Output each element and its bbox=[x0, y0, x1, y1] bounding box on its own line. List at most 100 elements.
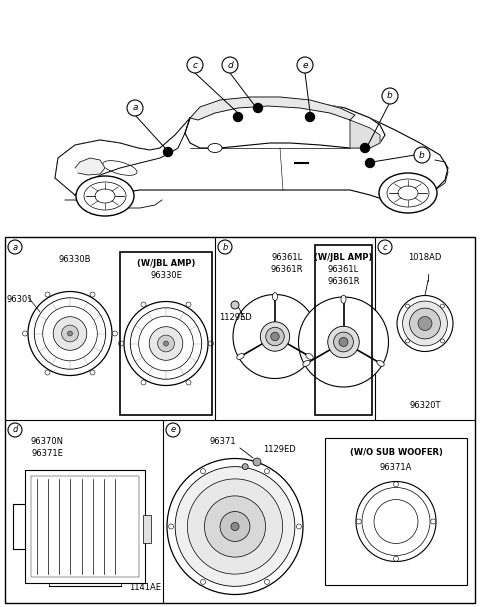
Text: (W/O SUB WOOFER): (W/O SUB WOOFER) bbox=[349, 447, 443, 456]
Circle shape bbox=[253, 458, 261, 466]
Circle shape bbox=[260, 322, 290, 351]
Circle shape bbox=[374, 500, 418, 543]
Circle shape bbox=[382, 88, 398, 104]
Text: 96370N: 96370N bbox=[31, 438, 63, 447]
Text: d: d bbox=[227, 61, 233, 69]
Text: 96361L: 96361L bbox=[271, 253, 302, 262]
Ellipse shape bbox=[76, 176, 134, 216]
Bar bbox=[31, 476, 139, 577]
Circle shape bbox=[149, 327, 183, 361]
Ellipse shape bbox=[208, 143, 222, 152]
Circle shape bbox=[394, 556, 398, 561]
Circle shape bbox=[362, 487, 430, 555]
Circle shape bbox=[208, 341, 214, 346]
Text: c: c bbox=[383, 243, 387, 251]
Circle shape bbox=[186, 302, 191, 307]
Circle shape bbox=[253, 104, 263, 112]
Circle shape bbox=[271, 332, 279, 341]
Polygon shape bbox=[350, 120, 380, 148]
Text: 1141AE: 1141AE bbox=[129, 583, 161, 592]
Text: c: c bbox=[192, 61, 197, 69]
Circle shape bbox=[409, 308, 441, 339]
Circle shape bbox=[233, 294, 317, 379]
Circle shape bbox=[242, 464, 248, 470]
Circle shape bbox=[233, 112, 242, 121]
Ellipse shape bbox=[341, 295, 346, 304]
Circle shape bbox=[397, 296, 453, 351]
Text: e: e bbox=[170, 426, 176, 435]
Text: a: a bbox=[12, 243, 18, 251]
Circle shape bbox=[175, 467, 295, 586]
Text: d: d bbox=[12, 426, 18, 435]
Circle shape bbox=[127, 100, 143, 116]
Circle shape bbox=[124, 302, 208, 385]
Circle shape bbox=[187, 57, 203, 73]
Circle shape bbox=[297, 57, 313, 73]
Circle shape bbox=[112, 331, 118, 336]
Circle shape bbox=[378, 240, 392, 254]
Circle shape bbox=[231, 523, 239, 531]
Circle shape bbox=[218, 240, 232, 254]
Bar bbox=[325, 438, 467, 585]
Circle shape bbox=[164, 341, 168, 346]
Text: 1018AD: 1018AD bbox=[408, 253, 442, 262]
Bar bbox=[120, 252, 212, 415]
Circle shape bbox=[365, 158, 374, 168]
Text: 96320T: 96320T bbox=[409, 401, 441, 410]
Bar bbox=[5, 237, 475, 603]
Circle shape bbox=[201, 579, 205, 585]
Bar bbox=[25, 470, 145, 583]
Circle shape bbox=[8, 423, 22, 437]
Polygon shape bbox=[75, 158, 105, 175]
Circle shape bbox=[220, 512, 250, 541]
Circle shape bbox=[441, 304, 444, 308]
Circle shape bbox=[266, 327, 284, 346]
Circle shape bbox=[403, 301, 447, 346]
Circle shape bbox=[166, 423, 180, 437]
Circle shape bbox=[45, 292, 50, 297]
Ellipse shape bbox=[377, 361, 384, 366]
Circle shape bbox=[222, 57, 238, 73]
Polygon shape bbox=[190, 97, 355, 120]
Circle shape bbox=[339, 337, 348, 347]
Text: 96301: 96301 bbox=[7, 294, 33, 304]
Text: 1129ED: 1129ED bbox=[218, 313, 252, 322]
Circle shape bbox=[167, 458, 303, 594]
Text: 96361R: 96361R bbox=[271, 265, 303, 274]
Circle shape bbox=[187, 479, 283, 574]
Bar bbox=[143, 515, 151, 543]
Text: (W/JBL AMP): (W/JBL AMP) bbox=[137, 260, 195, 268]
Circle shape bbox=[297, 524, 301, 529]
Text: b: b bbox=[419, 151, 425, 160]
Ellipse shape bbox=[379, 173, 437, 213]
Text: b: b bbox=[222, 243, 228, 251]
Text: 96361L: 96361L bbox=[328, 265, 359, 274]
Circle shape bbox=[204, 496, 265, 557]
Polygon shape bbox=[185, 100, 385, 148]
Text: (W/JBL AMP): (W/JBL AMP) bbox=[314, 253, 372, 262]
Circle shape bbox=[414, 147, 430, 163]
Ellipse shape bbox=[237, 353, 244, 359]
Circle shape bbox=[90, 370, 95, 375]
Circle shape bbox=[68, 331, 72, 336]
Ellipse shape bbox=[303, 361, 310, 366]
Circle shape bbox=[61, 325, 78, 342]
Text: 1129ED: 1129ED bbox=[263, 446, 296, 455]
Circle shape bbox=[356, 481, 436, 561]
Bar bbox=[315, 245, 372, 415]
Circle shape bbox=[186, 380, 191, 385]
Circle shape bbox=[264, 469, 269, 473]
Circle shape bbox=[28, 291, 112, 376]
Circle shape bbox=[394, 482, 398, 487]
Circle shape bbox=[201, 469, 205, 473]
Ellipse shape bbox=[273, 293, 277, 300]
Circle shape bbox=[119, 341, 123, 346]
Circle shape bbox=[431, 519, 436, 524]
Circle shape bbox=[264, 579, 269, 585]
Circle shape bbox=[141, 302, 146, 307]
Circle shape bbox=[305, 112, 314, 121]
Circle shape bbox=[328, 326, 359, 358]
Circle shape bbox=[441, 339, 444, 343]
Text: 96330E: 96330E bbox=[150, 271, 182, 280]
Circle shape bbox=[334, 332, 353, 352]
